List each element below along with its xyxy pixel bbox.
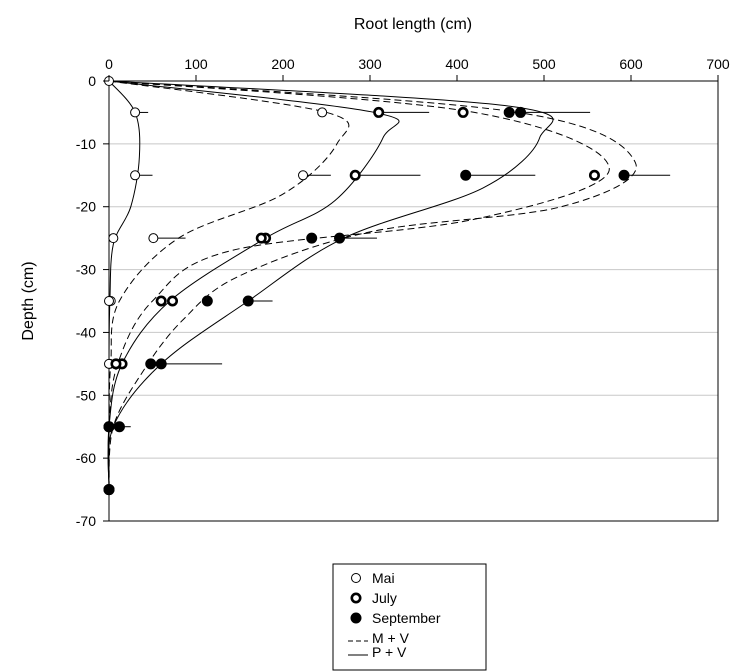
data-point-september — [155, 358, 167, 370]
plot-area-frame — [108, 80, 719, 522]
legend: Mai July September M + VP + V — [332, 563, 487, 671]
y-tick-label: -60 — [76, 450, 96, 466]
data-point-september — [201, 295, 213, 307]
data-point-september — [334, 232, 346, 244]
data-point-july — [155, 295, 167, 307]
data-point-september — [242, 295, 254, 307]
y-tick-label: -70 — [76, 513, 96, 529]
x-tick-label: 400 — [445, 56, 469, 72]
data-point-mai — [108, 233, 119, 244]
data-markers — [103, 76, 630, 496]
curve-m-plus-v — [107, 80, 610, 490]
curve-m-plus-v — [108, 80, 637, 490]
x-tick-label: 700 — [706, 56, 730, 72]
data-point-mai — [104, 296, 114, 306]
x-tick-label: 0 — [105, 56, 113, 72]
data-point-september — [103, 484, 115, 496]
legend-label: P + V — [372, 644, 407, 660]
x-tick-label: 300 — [358, 56, 382, 72]
y-tick-label: -50 — [76, 387, 96, 403]
data-point-july — [255, 232, 267, 244]
y-tick-label: 0 — [88, 73, 96, 89]
data-point-september — [503, 106, 515, 118]
gridlines — [109, 143, 718, 459]
data-point-july — [349, 169, 361, 181]
y-tick-label: -10 — [76, 136, 96, 152]
data-point-mai — [317, 107, 328, 118]
y-axis-title: Depth (cm) — [20, 261, 37, 340]
y-tick-label: -40 — [76, 324, 96, 340]
data-point-july — [373, 106, 385, 118]
data-point-july — [167, 295, 179, 307]
x-axis-title: Root length (cm) — [354, 16, 472, 33]
data-point-july — [588, 169, 600, 181]
x-tick-label: 200 — [271, 56, 295, 72]
data-point-september — [460, 169, 472, 181]
legend-label: September — [372, 610, 441, 626]
x-axis-ticks: 0 100 200 300 400 500 600 700 — [105, 56, 730, 81]
legend-label: M + V — [372, 630, 410, 646]
data-point-july — [110, 358, 122, 370]
data-point-september — [306, 232, 318, 244]
data-point-mai — [130, 107, 141, 118]
data-point-september — [103, 421, 115, 433]
fitted-curves — [107, 80, 637, 490]
data-point-september — [113, 421, 125, 433]
data-point-mai — [298, 170, 309, 181]
curve-p-plus-v — [108, 80, 141, 490]
curve-p-plus-v — [107, 80, 400, 490]
legend-label: Mai — [372, 570, 395, 586]
legend-label: July — [372, 590, 397, 606]
data-point-mai — [148, 233, 159, 244]
data-point-september — [145, 358, 157, 370]
x-tick-label: 600 — [619, 56, 643, 72]
x-tick-label: 500 — [532, 56, 556, 72]
x-tick-label: 100 — [184, 56, 208, 72]
data-point-july — [457, 106, 469, 118]
data-point-september — [515, 106, 527, 118]
y-tick-label: -20 — [76, 199, 96, 215]
legend-marker — [350, 612, 362, 624]
y-axis-ticks: 0 -10 -20 -30 -40 -50 -60 -70 — [76, 73, 109, 529]
curve-p-plus-v — [107, 80, 554, 490]
curve-m-plus-v — [108, 80, 350, 490]
legend-marker — [350, 592, 362, 604]
legend-marker — [351, 573, 361, 583]
data-point-mai — [130, 170, 141, 181]
y-tick-label: -30 — [76, 262, 96, 278]
data-point-september — [618, 169, 630, 181]
